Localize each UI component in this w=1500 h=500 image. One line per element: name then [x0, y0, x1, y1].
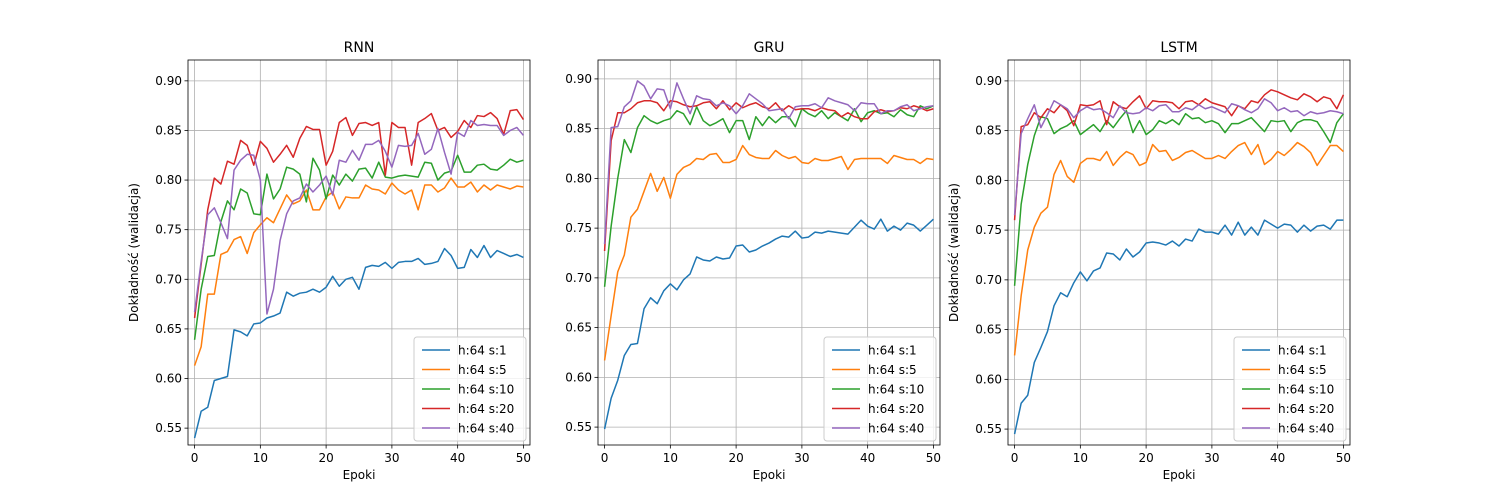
y-tick-label: 0.85 — [565, 122, 592, 136]
x-tick-label: 40 — [1270, 451, 1285, 465]
x-tick-label: 20 — [318, 451, 333, 465]
panel-rnn: 0 10 20 30 40 50 0.55 0.60 0.65 0.70 0.75 0.80 0.85 0… — [127, 40, 531, 482]
series-line-1 — [193, 244, 524, 439]
y-tick-label: 0.90 — [155, 74, 182, 88]
legend-entry: h:64 s:40 — [868, 422, 924, 436]
series-line-2 — [603, 144, 934, 361]
y-tick-label: 0.55 — [565, 420, 592, 434]
x-axis-label: Epoki — [753, 468, 786, 482]
axes-frame — [1007, 59, 1351, 446]
y-tick-label: 0.80 — [155, 173, 182, 187]
y-tick-label: 0.55 — [975, 422, 1002, 436]
x-tick-label: 20 — [728, 451, 743, 465]
x-tick-label: 10 — [663, 451, 678, 465]
y-tick-label: 0.80 — [975, 173, 1002, 187]
x-tick-label: 30 — [384, 451, 399, 465]
y-tick-label: 0.60 — [155, 372, 182, 386]
y-tick-label: 0.65 — [565, 321, 592, 335]
series-line-2 — [193, 177, 524, 366]
legend-entry: h:64 s:20 — [868, 402, 924, 416]
x-tick-label: 50 — [516, 451, 531, 465]
panel-gru: 0 10 20 30 40 50 0.55 0.60 0.65 0.70 0.75 0.80 0.85 0… — [565, 40, 941, 482]
y-tick-label: 0.65 — [155, 322, 182, 336]
series-line-3 — [193, 154, 524, 340]
y-tick-label: 0.70 — [565, 271, 592, 285]
x-tick-label: 10 — [253, 451, 268, 465]
y-tick-label: 0.70 — [155, 272, 182, 286]
series-line-5 — [193, 119, 524, 315]
x-axis-label: Epoki — [343, 468, 376, 482]
chart-title: GRU — [754, 40, 785, 56]
legend-box — [823, 336, 937, 442]
legend-entry: h:64 s:40 — [1278, 422, 1334, 436]
legend: h:64 s:1 h:64 s:5 h:64 s:10 h:64 s:20 h:64 s… — [823, 336, 937, 442]
legend-box — [1233, 336, 1347, 442]
legend-entry: h:64 s:10 — [1278, 383, 1334, 397]
y-tick-label: 0.75 — [975, 223, 1002, 237]
y-tick-label: 0.90 — [565, 72, 592, 86]
series-line-5 — [1013, 98, 1344, 216]
x-tick-label: 0 — [1011, 451, 1019, 465]
x-tick-label: 10 — [1073, 451, 1088, 465]
y-tick-label: 0.90 — [975, 74, 1002, 88]
y-tick-label: 0.80 — [565, 171, 592, 185]
axes-frame — [597, 59, 941, 446]
x-tick-label: 50 — [926, 451, 941, 465]
x-axis-label: Epoki — [1163, 468, 1196, 482]
axes-frame — [187, 59, 531, 446]
legend-entry: h:64 s:5 — [458, 363, 507, 377]
legend-entry: h:64 s:20 — [458, 402, 514, 416]
y-axis-label: Dokładność (walidacja) — [127, 183, 141, 322]
x-tick-label: 20 — [1138, 451, 1153, 465]
legend-entry: h:64 s:10 — [868, 383, 924, 397]
legend-box — [413, 336, 527, 442]
y-tick-label: 0.75 — [155, 223, 182, 237]
series-line-4 — [1013, 89, 1345, 221]
legend-entry: h:64 s:40 — [458, 422, 514, 436]
series-line-3 — [1013, 109, 1345, 286]
y-tick-label: 0.60 — [565, 370, 592, 384]
y-tick-label: 0.55 — [155, 421, 182, 435]
series-line-2 — [1013, 141, 1344, 356]
legend-entry: h:64 s:1 — [1278, 344, 1327, 358]
y-tick-label: 0.60 — [975, 372, 1002, 386]
legend: h:64 s:1 h:64 s:5 h:64 s:10 h:64 s:20 h:64 s… — [413, 336, 527, 442]
legend-entry: h:64 s:20 — [1278, 402, 1334, 416]
y-tick-label: 0.70 — [975, 273, 1002, 287]
series-line-5 — [603, 80, 934, 245]
series-line-3 — [603, 105, 934, 287]
series-line-1 — [603, 218, 934, 430]
chart-title: LSTM — [1160, 40, 1197, 56]
series-line-1 — [1013, 219, 1344, 435]
x-tick-label: 40 — [450, 451, 465, 465]
y-tick-label: 0.85 — [155, 123, 182, 137]
y-axis-label: Dokładność (walidacja) — [947, 183, 961, 322]
y-tick-label: 0.85 — [975, 124, 1002, 138]
legend-entry: h:64 s:10 — [458, 383, 514, 397]
y-tick-label: 0.75 — [565, 221, 592, 235]
x-tick-label: 40 — [860, 451, 875, 465]
y-tick-label: 0.65 — [975, 323, 1002, 337]
x-tick-label: 30 — [1204, 451, 1219, 465]
legend-entry: h:64 s:1 — [458, 344, 507, 358]
legend: h:64 s:1 h:64 s:5 h:64 s:10 h:64 s:20 h:64 s… — [1233, 336, 1347, 442]
legend-entry: h:64 s:5 — [868, 363, 917, 377]
chart-title: RNN — [344, 40, 375, 56]
legend-entry: h:64 s:5 — [1278, 363, 1327, 377]
legend-entry: h:64 s:1 — [868, 344, 917, 358]
x-tick-label: 50 — [1336, 451, 1351, 465]
x-tick-label: 0 — [601, 451, 609, 465]
panel-lstm: 0 10 20 30 40 50 0.55 0.60 0.65 0.70 0.75 0.80 0.85 0… — [947, 40, 1351, 482]
x-tick-label: 30 — [794, 451, 809, 465]
x-tick-label: 0 — [191, 451, 199, 465]
